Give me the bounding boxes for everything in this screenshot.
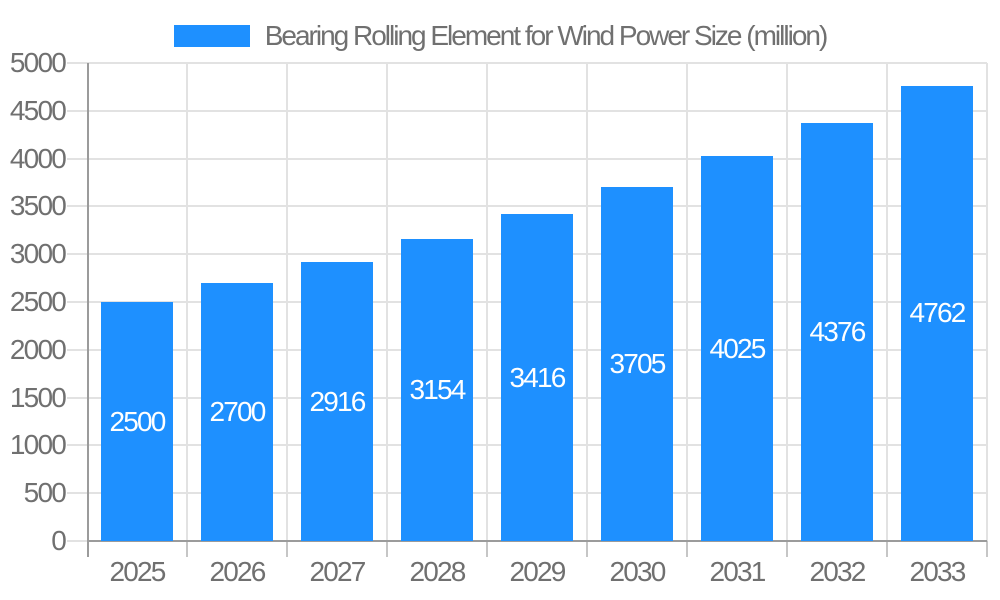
y-tick-label-1000: 1000 [9, 429, 67, 461]
gridline-v-4 [486, 63, 488, 541]
gridline-v-3 [386, 63, 388, 541]
gridline-v-7 [786, 63, 788, 541]
x-tick-4 [486, 541, 488, 557]
gridline-h-5000 [67, 62, 987, 64]
y-axis-labels: 0 500 1000 1500 2000 2500 3000 3500 4000 4500 5000 [0, 49, 67, 555]
bar-2031[interactable] [701, 156, 773, 541]
bar-2030[interactable] [601, 186, 673, 541]
y-tick-label-4500: 4500 [9, 94, 67, 126]
bar-2028[interactable] [401, 239, 473, 541]
bar-value-label-2031: 4025 [709, 332, 766, 364]
bar-value-label-2027: 2916 [309, 385, 366, 417]
x-tick-label-2033: 2033 [909, 556, 966, 587]
bar-2025[interactable] [101, 302, 173, 541]
bar-2029[interactable] [501, 214, 573, 541]
y-tick-zero [67, 540, 87, 542]
x-tick-label-2030: 2030 [609, 556, 666, 587]
legend-label: Bearing Rolling Element for Wind Power S… [264, 20, 829, 51]
bar-value-label-2025: 2500 [109, 405, 166, 437]
x-tick-label-2026: 2026 [209, 556, 266, 587]
x-tick-label-2028: 2028 [409, 556, 466, 587]
gridline-v-8 [886, 63, 888, 541]
y-axis-line [87, 63, 89, 557]
y-tick-label-500: 500 [23, 477, 67, 509]
bar-value-label-2030: 3705 [609, 347, 666, 379]
y-tick-label-2000: 2000 [9, 333, 67, 365]
bar-value-label-2032: 4376 [809, 315, 866, 347]
x-tick-label-2027: 2027 [309, 556, 366, 587]
gridline-h-4000 [67, 157, 987, 160]
gridline-h-4500 [67, 109, 987, 112]
x-tick-2 [286, 541, 288, 557]
bar-2033[interactable] [901, 85, 973, 541]
chart-legend[interactable]: Bearing Rolling Element for Wind Power S… [0, 20, 1000, 52]
legend-color-swatch-icon [173, 25, 250, 47]
x-tick-label-2032: 2032 [809, 556, 866, 587]
gridline-v-1 [186, 63, 188, 541]
x-axis-line [87, 540, 987, 542]
x-tick-label-2029: 2029 [509, 556, 566, 587]
bar-value-label-2029: 3416 [509, 361, 566, 393]
x-tick-label-2031: 2031 [709, 556, 766, 587]
x-tick-3 [386, 541, 388, 557]
gridline-v-2 [286, 63, 288, 541]
x-axis-labels: 2025 2026 2027 2028 2029 2030 2031 2032 2033 [87, 541, 987, 600]
gridline-h-3500 [67, 205, 987, 208]
bar-2026[interactable] [201, 282, 273, 541]
x-tick-8 [886, 541, 888, 557]
bar-value-label-2026: 2700 [209, 395, 266, 427]
y-tick-label-3000: 3000 [9, 238, 67, 270]
x-tick-5 [586, 541, 588, 557]
gridline-v-5 [586, 63, 588, 541]
x-tick-1 [186, 541, 188, 557]
y-tick-label-0: 0 [51, 525, 67, 556]
y-tick-label-1500: 1500 [9, 381, 67, 413]
y-tick-label-4000: 4000 [9, 142, 67, 174]
gridline-v-6 [686, 63, 688, 541]
x-tick-label-2025: 2025 [109, 556, 166, 587]
y-tick-label-5000: 5000 [9, 47, 67, 78]
x-tick-9 [986, 541, 988, 557]
bar-value-label-2033: 4762 [909, 297, 966, 329]
bar-2027[interactable] [301, 262, 373, 541]
gridline-v-9 [986, 63, 988, 541]
x-tick-6 [686, 541, 688, 557]
y-tick-label-2500: 2500 [9, 286, 67, 317]
bar-2032[interactable] [801, 122, 873, 541]
bar-value-label-2028: 3154 [409, 374, 466, 406]
plot-area: 2500 2700 2916 3154 3416 3705 4025 4376 4762 [67, 62, 988, 557]
x-tick-7 [786, 541, 788, 557]
y-tick-label-3500: 3500 [9, 190, 67, 222]
